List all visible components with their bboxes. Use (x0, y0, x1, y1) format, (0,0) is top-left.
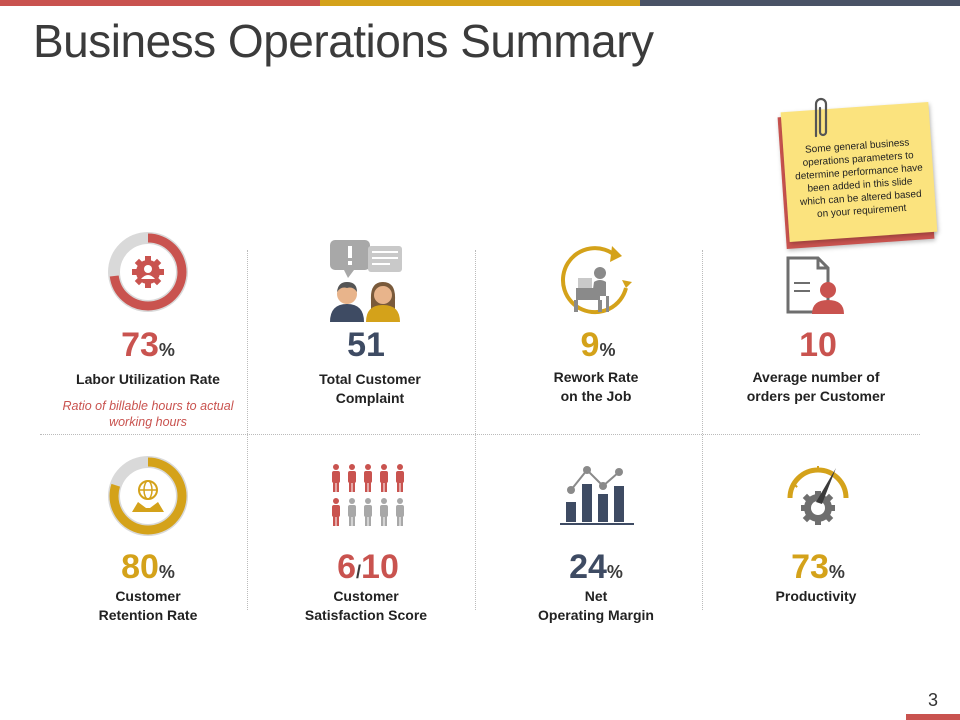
person-figure (380, 498, 388, 526)
metric-label-customer-retention: Customer Retention Rate (98, 588, 198, 623)
paperclip-icon (814, 97, 828, 138)
person-figure (348, 464, 356, 492)
customer-document-icon (786, 256, 844, 314)
bar-line-chart-icon (560, 466, 634, 525)
metric-label-average-orders: Average number of orders per Customer (746, 369, 886, 404)
person-figure (396, 498, 404, 526)
metric-label-net-operating-margin: Net Operating Margin (538, 588, 654, 623)
metric-label-productivity: Productivity (775, 588, 857, 604)
page-title: Business Operations Summary (33, 15, 654, 67)
person-figure (332, 498, 340, 526)
top-accent-bar-red (0, 0, 320, 6)
grid-divider-v2 (475, 250, 476, 610)
metric-value-customer-retention: 80% (121, 548, 175, 586)
metric-value-rework-rate: 9% (580, 326, 616, 364)
page-number: 3 (927, 690, 938, 710)
gear-user-donut-icon (108, 232, 188, 312)
person-figure (364, 498, 372, 526)
person-figure (364, 464, 372, 492)
metric-label-customer-complaint: Total Customer Complaint (319, 371, 421, 406)
page-accent-bar (906, 714, 960, 720)
grid-divider-v1 (247, 250, 248, 610)
person-figure (380, 464, 388, 492)
metric-value-net-operating-margin: 24% (569, 548, 623, 586)
sticky-note-text: Some general business operations paramet… (794, 137, 924, 221)
metric-value-customer-satisfaction: 6/10 (337, 548, 399, 586)
person-figure (396, 464, 404, 492)
metric-sublabel-labor-utilization: Ratio of billable hours to actual workin… (62, 399, 234, 429)
globe-handshake-donut-icon (108, 456, 188, 536)
metric-label-labor-utilization: Labor Utilization Rate (76, 371, 220, 387)
top-accent-bar-gold (320, 0, 640, 6)
top-accent-bar-navy (640, 0, 960, 6)
person-figure (348, 498, 356, 526)
people-rating-icon (332, 464, 404, 526)
metric-value-labor-utilization: 73% (121, 326, 175, 364)
metric-value-customer-complaint: 51 (347, 326, 385, 364)
sticky-note: Some general business operations paramet… (780, 101, 938, 243)
metric-value-productivity: 73% (791, 548, 845, 586)
metric-value-average-orders: 10 (799, 326, 837, 364)
grid-divider-h (40, 434, 920, 435)
rework-cycle-icon (560, 246, 632, 315)
grid-divider-v3 (702, 250, 703, 610)
speedometer-gear-icon (787, 466, 849, 525)
customer-complaint-icon (330, 240, 402, 322)
metric-label-rework-rate: Rework Rate on the Job (553, 369, 639, 404)
metric-label-customer-satisfaction: Customer Satisfaction Score (304, 588, 428, 623)
person-figure (332, 464, 340, 492)
